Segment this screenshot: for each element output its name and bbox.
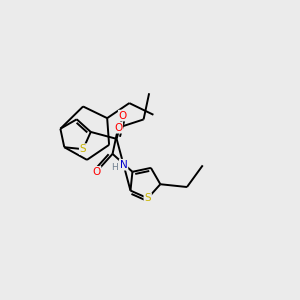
Text: S: S bbox=[80, 144, 86, 154]
Text: O: O bbox=[119, 111, 127, 121]
Text: O: O bbox=[114, 123, 122, 133]
Text: S: S bbox=[144, 193, 151, 203]
Text: O: O bbox=[92, 167, 101, 177]
Text: H: H bbox=[111, 163, 118, 172]
Text: N: N bbox=[120, 160, 128, 170]
